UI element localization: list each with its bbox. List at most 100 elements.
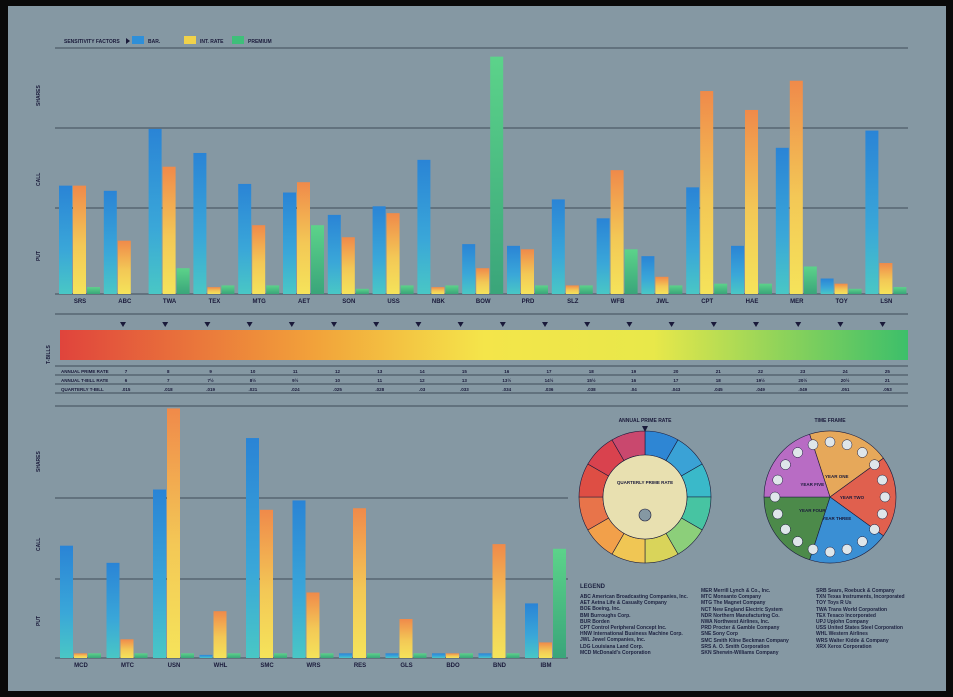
- bar-bdo-bar: [432, 653, 445, 658]
- rate-cell: 6: [125, 378, 128, 383]
- rate-cell: 17: [673, 378, 679, 383]
- bar-mcd-premium: [88, 653, 101, 658]
- bottom-category-labels: MCD MTC USN WHL SMC WRS RES GLS BDO BND IBM: [74, 663, 551, 669]
- tbills-label: T-BILLS: [46, 344, 52, 364]
- rate-table: [55, 365, 908, 394]
- legend-entry: WRS Walter Kidde & Company: [816, 637, 889, 644]
- bar-res-premium: [367, 653, 380, 658]
- bar-aet-premium: [311, 225, 324, 294]
- rate-cell: 20½: [841, 377, 850, 383]
- bar-mtg-rate: [252, 225, 266, 294]
- rate-cell: .021: [249, 387, 258, 392]
- wheel2-dot: [772, 508, 783, 520]
- rate-cell: 18: [589, 369, 595, 374]
- legend-entry: SRB Sears, Roebuck & Company: [816, 588, 895, 594]
- rate-cell: 17: [546, 369, 552, 374]
- bar-ibm-rate: [539, 642, 552, 658]
- rate-cell: 13: [462, 378, 468, 383]
- top-category-labels: SRS ABC TWA TEX MTG AET SON USS NBK BOW PRD SLZ WFB J…: [74, 299, 893, 305]
- legend-label-premium: PREMIUM: [248, 39, 272, 45]
- bar-gls-premium: [413, 653, 427, 658]
- bar-bow-bar: [462, 244, 476, 294]
- category-label-srs: SRS: [74, 299, 86, 305]
- bar-jwl-premium: [669, 285, 683, 294]
- rate-cell: 8: [167, 369, 170, 374]
- rate-cell: .024: [291, 387, 300, 392]
- rate-row-label: QUARTERLY T-BILL: [61, 387, 104, 392]
- category-label-gls: GLS: [400, 663, 412, 669]
- rate-cell: .025: [333, 387, 342, 392]
- legend-entry: MCD McDonald's Corporation: [580, 649, 651, 656]
- wheel1-pointer-icon: [642, 426, 648, 432]
- bar-smc-bar: [246, 438, 259, 658]
- bar-mtc-bar: [106, 562, 120, 658]
- rate-cell: .03: [419, 387, 426, 392]
- marker-icon: [542, 322, 548, 327]
- wheel1-inner: [602, 454, 688, 540]
- bar-mcd-rate: [74, 653, 87, 658]
- rate-row-label: ANNUAL T-BILL RATE: [61, 378, 108, 383]
- legend: SENSITIVITY FACTORS BAR. INT. RATE PREMI…: [64, 36, 272, 45]
- rate-cell: 20: [673, 369, 679, 374]
- legend-entry: TOY Toys R Us: [816, 600, 852, 607]
- category-label-cpt: CPT: [701, 299, 713, 305]
- bar-nbk-premium: [445, 285, 459, 294]
- legend-entry: BMI Burroughs Corp.: [580, 612, 631, 619]
- rate-cell: 25: [885, 369, 891, 374]
- bottom-legend-col1: ABC American Broadcasting Companies, Inc…: [580, 594, 688, 656]
- bar-hae-rate: [745, 109, 758, 295]
- rate-cell: 7: [167, 378, 170, 383]
- wheel2-dot: [841, 544, 853, 555]
- wheel2-dot: [780, 459, 791, 470]
- bar-lsn-premium: [893, 287, 907, 294]
- bar-slz-premium: [579, 285, 593, 294]
- bar-aet-rate: [297, 182, 310, 294]
- category-label-mcd: MCD: [74, 663, 88, 669]
- category-label-lsn: LSN: [880, 299, 892, 305]
- rate-cell: 13: [377, 369, 383, 374]
- bar-mtg-bar: [238, 183, 252, 294]
- chart-svg: SENSITIVITY FACTORS BAR. INT. RATE PREMI…: [36, 36, 908, 669]
- bar-usn-rate: [167, 408, 180, 658]
- rate-cell: 24: [843, 369, 849, 374]
- wheel2-dot: [792, 447, 803, 458]
- bar-wrs-rate: [306, 592, 320, 658]
- wheel1-center: QUARTERLY PRIME RATE: [617, 480, 673, 485]
- chart-board: SENSITIVITY FACTORS BAR. INT. RATE PREMI…: [8, 6, 946, 691]
- bar-whl-bar: [199, 654, 213, 658]
- top-axis-put: PUT: [36, 251, 42, 261]
- bottom-axis-call: CALL: [36, 538, 42, 551]
- category-label-whl: WHL: [214, 663, 228, 669]
- legend-entry: JWL Jewel Companies, Inc.: [580, 637, 646, 644]
- category-label-mtg: MTG: [253, 299, 267, 305]
- rate-cell: 7½: [207, 377, 214, 383]
- wheel2-segment-label: YEAR ONE: [825, 474, 849, 479]
- wheel2-dot: [824, 546, 836, 558]
- legend-entry: NCT New England Electric System: [701, 606, 783, 613]
- rate-cell: .028: [375, 387, 384, 392]
- rate-cell: 21: [716, 369, 722, 374]
- bar-srs-bar: [59, 185, 72, 294]
- rate-cell: 8½: [250, 377, 257, 383]
- legend-entry: ABC American Broadcasting Companies, Inc…: [580, 594, 688, 600]
- wheel2-dot: [807, 439, 819, 450]
- category-label-tex: TEX: [209, 299, 221, 305]
- legend-entry: TXN Texas Instruments, Incorporated: [816, 594, 905, 601]
- legend-entry: UPJ Upjohn Company: [816, 619, 869, 626]
- category-label-jwl: JWL: [656, 299, 669, 305]
- category-label-bow: BOW: [476, 299, 491, 305]
- marker-icon: [837, 322, 844, 327]
- rate-cell: 14½: [545, 377, 554, 383]
- bar-cpt-bar: [686, 187, 700, 294]
- bar-mtc-premium: [134, 653, 148, 658]
- bar-slz-rate: [565, 285, 579, 294]
- legend-entry: LDG Louisiana Land Corp.: [580, 643, 644, 650]
- legend-swatch-rate: [184, 36, 196, 44]
- category-label-slz: SLZ: [567, 299, 579, 305]
- marker-icon: [584, 322, 591, 327]
- prime-rate-wheel: ANNUAL PRIME RATE QUARTERLY PRIME RATE: [578, 418, 712, 564]
- legend-label-bar: BAR.: [148, 39, 161, 45]
- category-label-bnd: BND: [493, 663, 507, 669]
- bar-nbk-rate: [431, 287, 445, 294]
- marker-icon: [753, 322, 759, 327]
